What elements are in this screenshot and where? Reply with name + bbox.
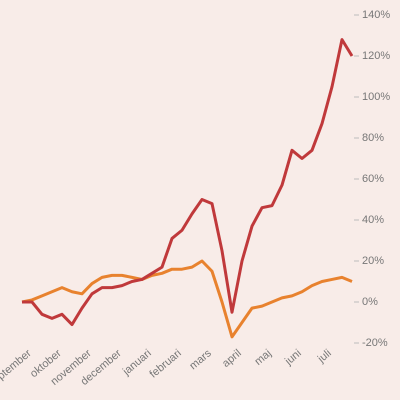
- y-tick-label: 100%: [362, 91, 390, 103]
- y-tick-label: 40%: [362, 214, 384, 226]
- y-tick-label: 20%: [362, 255, 384, 267]
- line-series: [21, 259, 353, 339]
- y-tick-label: 80%: [362, 132, 384, 144]
- y-tick-label: 120%: [362, 50, 390, 62]
- y-tick-label: -20%: [362, 337, 388, 349]
- y-tick-label: 60%: [362, 173, 384, 185]
- y-tick-label: 140%: [362, 9, 390, 21]
- line-series: [22, 38, 354, 327]
- y-tick-label: 0%: [362, 296, 378, 308]
